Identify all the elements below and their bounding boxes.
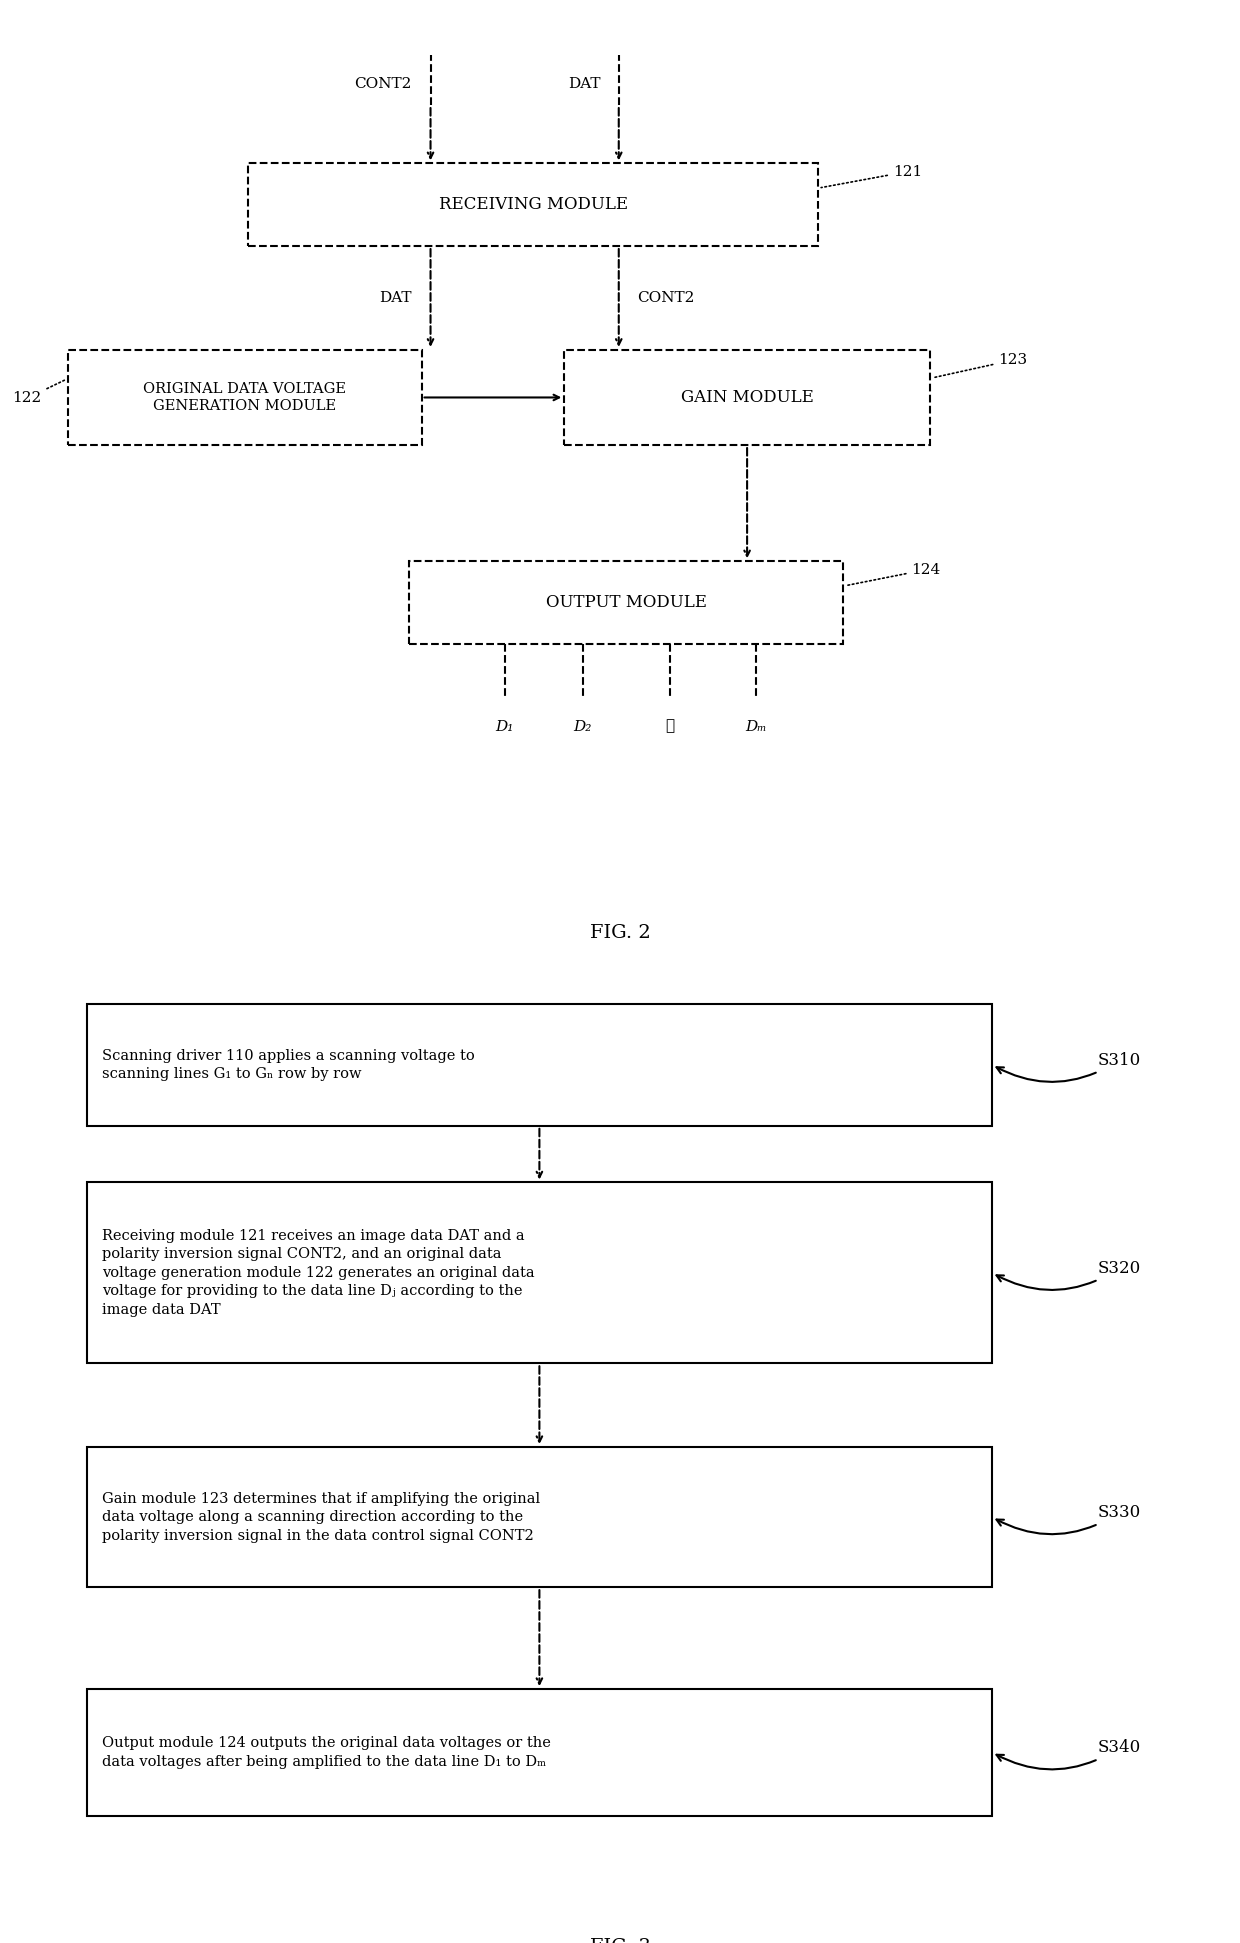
Text: CONT2: CONT2	[637, 291, 694, 305]
Text: ORIGINAL DATA VOLTAGE
GENERATION MODULE: ORIGINAL DATA VOLTAGE GENERATION MODULE	[144, 383, 346, 412]
Text: Output module 124 outputs the original data voltages or the
data voltages after : Output module 124 outputs the original d…	[102, 1737, 551, 1768]
Text: Receiving module 121 receives an image data DAT and a
polarity inversion signal : Receiving module 121 receives an image d…	[102, 1230, 534, 1317]
Text: S320: S320	[997, 1259, 1141, 1290]
Text: DAT: DAT	[568, 78, 600, 91]
Text: RECEIVING MODULE: RECEIVING MODULE	[439, 196, 627, 214]
Text: OUTPUT MODULE: OUTPUT MODULE	[546, 595, 707, 612]
Text: Scanning driver 110 applies a scanning voltage to
scanning lines G₁ to Gₙ row by: Scanning driver 110 applies a scanning v…	[102, 1049, 475, 1080]
Text: S330: S330	[997, 1504, 1141, 1535]
Text: 121: 121	[821, 165, 923, 188]
Bar	[248, 163, 818, 247]
Bar	[87, 1005, 992, 1125]
Bar	[87, 1183, 992, 1364]
Text: CONT2: CONT2	[355, 78, 412, 91]
Bar	[409, 562, 843, 645]
Text: GAIN MODULE: GAIN MODULE	[681, 389, 813, 406]
Text: Gain module 123 determines that if amplifying the original
data voltage along a : Gain module 123 determines that if ampli…	[102, 1492, 539, 1543]
Text: FIG. 3: FIG. 3	[589, 1937, 651, 1943]
Text: Dₘ: Dₘ	[745, 719, 768, 734]
Text: S310: S310	[997, 1051, 1141, 1082]
Text: ⋯: ⋯	[665, 719, 675, 734]
Text: DAT: DAT	[379, 291, 412, 305]
Bar	[68, 350, 422, 445]
Text: D₂: D₂	[574, 719, 591, 734]
Bar	[87, 1688, 992, 1815]
Bar	[564, 350, 930, 445]
Text: D₁: D₁	[496, 719, 513, 734]
Text: 124: 124	[846, 563, 941, 585]
Text: S340: S340	[997, 1739, 1141, 1770]
Text: 122: 122	[12, 379, 66, 406]
Text: FIG. 2: FIG. 2	[590, 925, 650, 942]
Bar	[87, 1448, 992, 1587]
Text: 123: 123	[932, 354, 1027, 377]
